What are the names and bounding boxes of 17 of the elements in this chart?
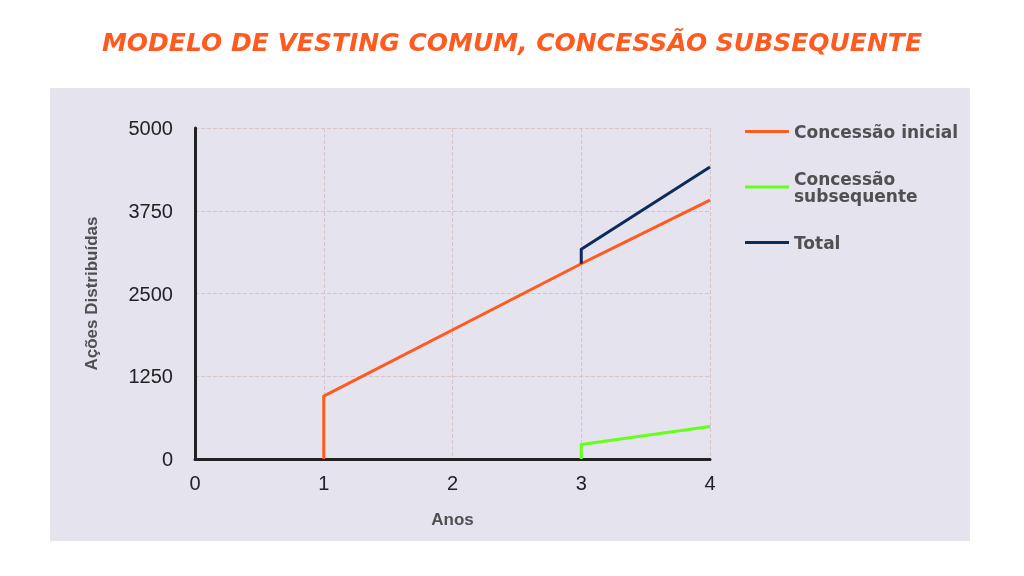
x-tick-label: 4	[704, 472, 716, 494]
x-axis-title: Anos	[431, 510, 474, 529]
legend-label: Concessão subsequente	[794, 168, 918, 206]
y-tick-label: 2500	[128, 282, 173, 305]
line-series	[322, 198, 712, 461]
legend-label: Concessão inicial	[794, 121, 959, 142]
y-tick-label: 3750	[128, 199, 173, 222]
legend-label: Total	[794, 232, 841, 253]
y-tick-label: 1250	[128, 365, 173, 388]
x-tick-label: 1	[318, 472, 330, 494]
y-tick-label: 0	[161, 448, 173, 470]
x-tick-label: 3	[575, 472, 587, 494]
y-tick-label: 5000	[128, 117, 173, 139]
y-axis-title: Ações Distribuídas	[82, 216, 101, 371]
chart-title: MODELO DE VESTING COMUM, CONCESSÃO SUBSEQUENTE	[101, 28, 923, 57]
x-tick-label: 2	[446, 472, 459, 494]
x-tick-label: 0	[189, 472, 201, 494]
